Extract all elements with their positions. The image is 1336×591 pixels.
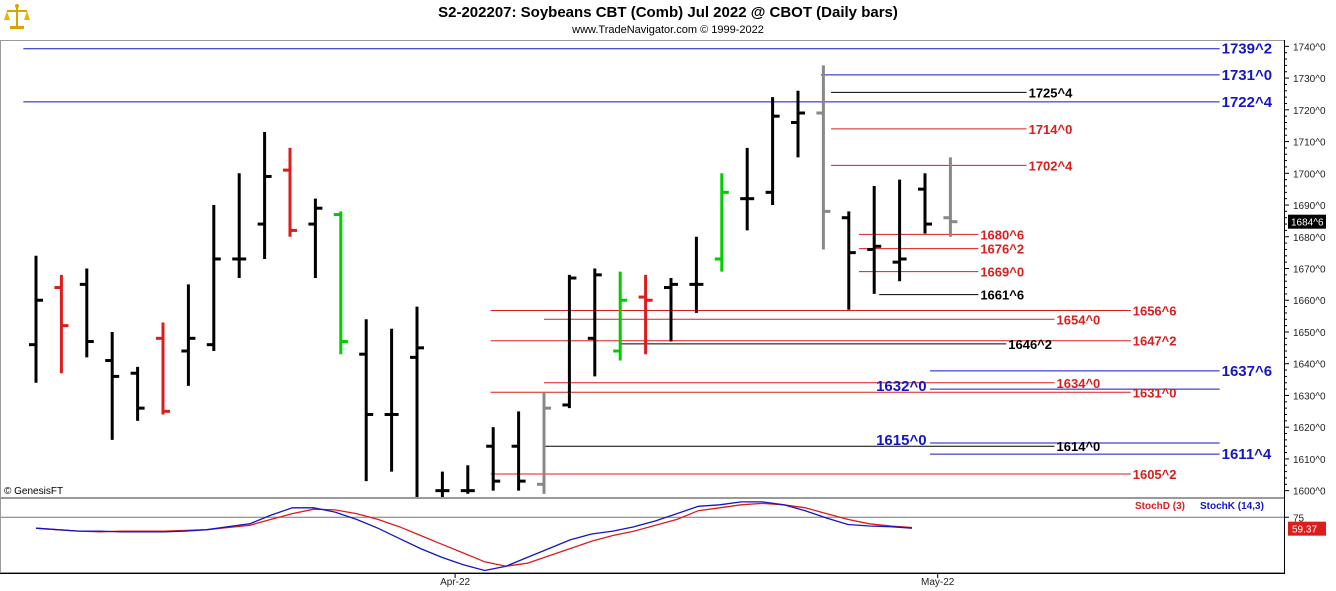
level-label: 1614^0 [1057,439,1101,454]
price-tick-label: 1720^0 [1293,106,1326,117]
ohlc-bar [181,284,196,386]
logo [4,3,30,31]
level-label: 1722^4 [1222,94,1273,111]
level-label: 1646^2 [1008,337,1052,352]
level-label: 1631^0 [1133,385,1177,400]
stoch-level-label: 75 [1293,513,1305,524]
price-tick-label: 1670^0 [1293,265,1326,276]
ohlc-bar [613,271,628,361]
stochk-line [35,501,913,572]
watermark: © GenesisFT [4,486,63,497]
level-label: 1714^0 [1029,122,1073,137]
ohlc-bar [689,236,704,313]
ohlc-bar [54,274,69,374]
level-label: 1632^0 [876,378,926,395]
level-label: 1605^2 [1133,467,1177,482]
level-label: 1615^0 [876,432,926,449]
price-panel [0,40,1285,498]
level-label: 1647^2 [1133,334,1177,349]
stoch-last-label: 59.37 [1292,525,1317,536]
ohlc-bar [156,322,170,415]
price-tick-label: 1660^0 [1293,296,1326,307]
price-tick-label: 1640^0 [1293,360,1326,371]
ohlc-bar [765,97,780,206]
ohlc-bar [867,185,882,294]
ohlc-bar [29,255,43,383]
ohlc-bar [664,278,678,342]
ohlc-bar [918,173,932,234]
indicator-panel [0,498,1285,573]
ohlc-bar [257,132,272,259]
time-tick-label: Apr-22 [440,577,470,588]
level-label: 1661^6 [980,288,1024,303]
price-tick-label: 1630^0 [1293,391,1326,402]
ohlc-bar [943,157,958,237]
ohlc-bar [308,198,323,279]
ohlc-bar [714,173,729,272]
ohlc-bar [537,392,551,494]
ohlc-bar [410,306,424,497]
price-tick-label: 1730^0 [1293,74,1326,85]
level-label: 1680^6 [980,227,1024,242]
time-axis: Apr-22 May-22 [440,573,955,588]
ohlc-bars [29,65,958,497]
stoch-last-box [1288,521,1326,536]
price-tick-label: 1740^0 [1293,42,1326,53]
last-price-box [1288,214,1326,229]
level-label: 1731^0 [1222,67,1272,84]
price-tick-label: 1650^0 [1293,328,1326,339]
price-tick-label: 1690^0 [1293,201,1326,212]
level-label: 1634^0 [1057,376,1101,391]
ohlc-bar [460,465,475,494]
level-label: 1702^4 [1029,158,1074,173]
level-label: 1611^4 [1222,446,1272,463]
stochd-line [35,502,913,567]
price-tick-label: 1710^0 [1293,138,1326,149]
ohlc-bar [130,366,145,421]
ohlc-bar [79,268,94,358]
ohlc-bar [283,147,297,237]
chart-title: S2-202207: Soybeans CBT (Comb) Jul 2022 … [438,4,898,21]
level-label: 1637^6 [1222,363,1272,380]
ohlc-bar [511,411,526,491]
ohlc-bar [359,319,374,482]
level-label: 1725^4 [1029,85,1074,100]
stochk-label: StochK (14,3) [1200,501,1264,512]
ohlc-bar [892,179,907,282]
ohlc-bar [206,205,221,352]
ohlc-bar [486,427,501,491]
ohlc-bar [638,274,653,355]
price-tick-label: 1600^0 [1293,487,1326,498]
ohlc-bar [333,211,348,355]
ohlc-bar [562,274,577,409]
time-tick-label: May-22 [921,577,955,588]
price-tick-label: 1610^0 [1293,455,1326,466]
ohlc-bar [232,173,247,279]
level-label: 1656^6 [1133,304,1177,319]
price-tick-label: 1680^0 [1293,233,1326,244]
ohlc-bar [740,147,755,231]
level-lines: 1739^2 1731^0 1725^4 1722^4 1714^0 1702^4 1680… [23,41,1273,482]
last-price-label: 1684^6 [1291,218,1324,229]
copyright-text: www.TradeNavigator.com © 1999-2022 [571,24,764,36]
ohlc-bar [435,471,450,497]
level-label: 1739^2 [1222,41,1272,58]
stochd-label: StochD (3) [1135,501,1185,512]
ohlc-bar [587,268,602,377]
ohlc-bar [105,331,120,440]
price-tick-label: 1620^0 [1293,423,1326,434]
last-price-marker: 1684^6 [1288,214,1326,229]
level-label: 1654^0 [1057,312,1101,327]
price-axis: 1600^0 1610^0 1620^0 1630^0 1640^0 1650^0 1660… [1284,42,1326,498]
level-label: 1676^2 [980,242,1024,257]
ohlc-bar [816,65,831,250]
price-tick-label: 1700^0 [1293,169,1326,180]
ohlc-bar [384,328,399,472]
ohlc-bar [791,90,805,158]
level-label: 1669^0 [980,265,1024,280]
ohlc-bar [841,211,856,310]
